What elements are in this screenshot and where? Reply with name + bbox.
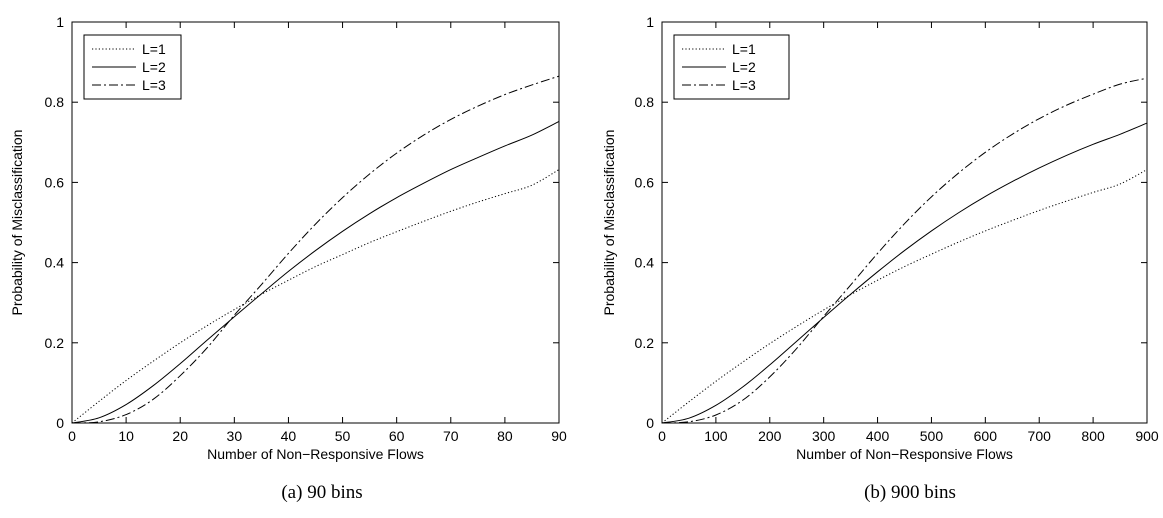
panel-caption: (b) 900 bins — [864, 482, 956, 503]
x-axis-title: Number of Non−Responsive Flows — [207, 446, 424, 462]
panel-caption: (a) 90 bins — [281, 482, 362, 503]
x-tick-label: 200 — [758, 428, 782, 444]
series-line-l2 — [71, 121, 560, 424]
x-tick-label: 10 — [118, 428, 134, 444]
series-line-l3 — [661, 77, 1148, 424]
plot-frame — [661, 21, 1148, 424]
legend-label: L=1 — [142, 41, 166, 57]
x-tick-label: 50 — [335, 428, 351, 444]
y-tick-label: 1 — [56, 14, 64, 30]
x-tick-label: 0 — [68, 428, 76, 444]
x-tick-label: 600 — [974, 428, 998, 444]
y-tick-label: 0.4 — [635, 255, 655, 271]
y-tick-label: 0 — [56, 415, 64, 431]
x-tick-label: 500 — [920, 428, 944, 444]
y-tick-label: 0.6 — [635, 174, 655, 190]
x-axis-title: Number of Non−Responsive Flows — [796, 446, 1013, 462]
x-tick-label: 70 — [443, 428, 459, 444]
chart-panel-a: 0 10 20 30 40 50 60 70 80 90 0 0.2 0.4 0.6 0.8 1 Number … — [9, 14, 567, 503]
series-line-l1 — [71, 169, 560, 424]
series-line-l3 — [71, 75, 560, 424]
legend-label: L=1 — [732, 41, 756, 57]
y-tick-label: 0.2 — [45, 335, 65, 351]
x-tick-label: 0 — [658, 428, 666, 444]
y-tick-label: 0.8 — [45, 94, 65, 110]
legend-label: L=2 — [142, 59, 166, 75]
plot-frame — [71, 21, 560, 424]
legend-label: L=3 — [142, 77, 166, 93]
x-tick-label: 90 — [551, 428, 567, 444]
y-tick-label: 1 — [646, 14, 654, 30]
x-tick-label: 80 — [497, 428, 513, 444]
y-tick-label: 0.6 — [45, 174, 65, 190]
chart-panel-b: 0 100 200 300 400 500 600 700 800 900 0 0.2 0.4 0.6 0.… — [601, 14, 1159, 503]
y-tick-label: 0.2 — [635, 335, 655, 351]
y-tick-label: 0 — [646, 415, 654, 431]
x-tick-label: 800 — [1081, 428, 1105, 444]
y-axis-title: Probability of Misclassification — [9, 130, 25, 316]
y-tick-label: 0.4 — [45, 255, 65, 271]
x-tick-label: 400 — [866, 428, 890, 444]
series-line-l1 — [661, 169, 1148, 424]
legend: L=1 L=2 L=3 — [673, 34, 790, 100]
legend-label: L=2 — [732, 59, 756, 75]
legend-label: L=3 — [732, 77, 756, 93]
x-tick-label: 60 — [389, 428, 405, 444]
y-tick-label: 0.8 — [635, 94, 655, 110]
x-tick-label: 700 — [1028, 428, 1052, 444]
x-tick-label: 30 — [227, 428, 243, 444]
x-tick-label: 300 — [812, 428, 836, 444]
x-tick-label: 100 — [704, 428, 728, 444]
series-line-l2 — [661, 122, 1148, 424]
x-tick-label: 900 — [1135, 428, 1159, 444]
y-axis-title: Probability of Misclassification — [601, 130, 617, 316]
x-tick-label: 20 — [172, 428, 188, 444]
x-tick-label: 40 — [281, 428, 297, 444]
legend: L=1 L=2 L=3 — [83, 34, 182, 100]
